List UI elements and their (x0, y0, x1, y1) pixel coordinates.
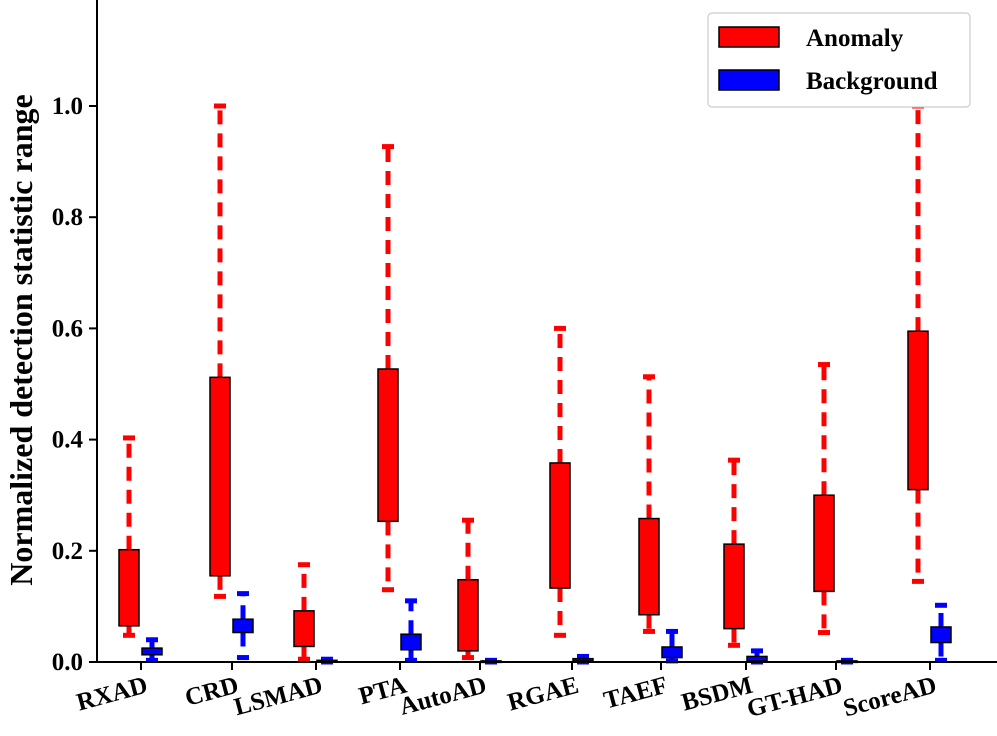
box-iqr (232, 618, 254, 634)
box-iqr (813, 494, 835, 593)
boxes-layer (118, 103, 952, 665)
box-anomaly-rgae (549, 325, 571, 638)
box-background-rxad (141, 637, 163, 663)
box-iqr (746, 655, 768, 662)
y-tick-label: 0.8 (52, 204, 83, 231)
x-tick-label: TAEF (601, 672, 671, 715)
legend-swatch-background (718, 69, 780, 91)
y-tick-label: 0.2 (52, 538, 83, 565)
legend-swatch-anomaly (718, 26, 780, 48)
box-background-pta (400, 598, 422, 663)
box-iqr (118, 548, 140, 627)
box-anomaly-rxad (118, 435, 140, 638)
box-iqr (661, 646, 683, 659)
box-anomaly-bsdm (723, 457, 745, 648)
box-anomaly-pta (377, 144, 399, 593)
box-anomaly-gt-had (813, 362, 835, 636)
box-iqr (293, 610, 315, 648)
legend: Anomaly Background (707, 12, 971, 108)
x-tick-label: BSDM (679, 672, 756, 717)
box-iqr (209, 376, 231, 577)
x-tick-label: RXAD (74, 672, 151, 717)
box-background-crd (232, 591, 254, 661)
box-iqr (723, 543, 745, 630)
x-tick-label: ScoreAD (840, 672, 939, 723)
box-anomaly-lsmad (293, 562, 315, 662)
box-iqr (930, 626, 952, 644)
box-iqr (638, 517, 660, 616)
box-iqr (907, 330, 929, 491)
x-tick-label: GT-HAD (744, 672, 845, 723)
box-anomaly-scoread (907, 103, 929, 584)
y-axis-label: Normalized detection statistic range (3, 94, 39, 585)
box-iqr (400, 633, 422, 651)
legend-label-anomaly: Anomaly (806, 25, 904, 52)
box-anomaly-autoad (457, 517, 479, 661)
y-tick-label: 0.4 (52, 427, 84, 454)
box-iqr (457, 578, 479, 652)
box-iqr (572, 657, 594, 662)
legend-label-background: Background (806, 68, 938, 95)
x-tick-label: LSMAD (231, 672, 325, 721)
x-tick-label: CRD (182, 672, 241, 712)
box-anomaly-crd (209, 103, 231, 599)
y-ticks: 0.0 0.2 0.4 0.6 0.8 1.0 (52, 93, 97, 676)
box-background-scoread (930, 602, 952, 663)
box-anomaly-taef (638, 374, 660, 634)
box-iqr (141, 647, 163, 656)
box-iqr (549, 462, 571, 589)
box-iqr (377, 368, 399, 523)
y-tick-label: 0.0 (52, 649, 83, 676)
box-background-taef (661, 628, 683, 664)
box-background-bsdm (746, 648, 768, 665)
y-tick-label: 1.0 (52, 93, 83, 120)
y-tick-label: 0.6 (52, 315, 83, 342)
x-tick-label: RGAE (505, 672, 582, 717)
x-tick-label: AutoAD (397, 672, 490, 721)
